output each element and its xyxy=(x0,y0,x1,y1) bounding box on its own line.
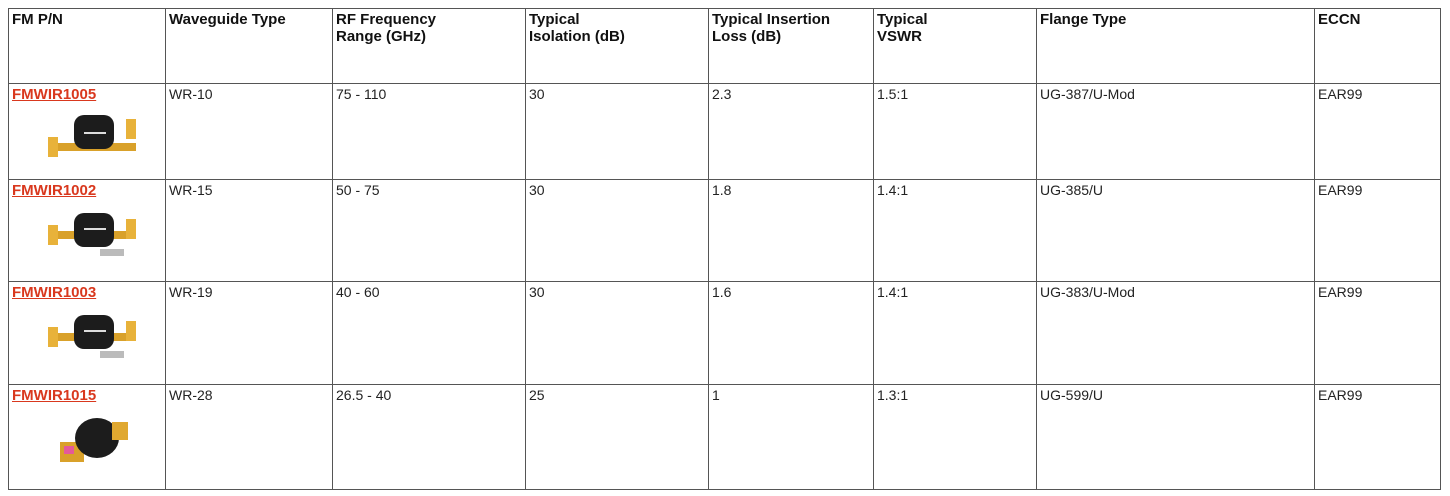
part-link[interactable]: FMWIR1015 xyxy=(12,387,97,404)
table-body: FMWIR1005 WR-10 75 - 110 30 2.3 1.5:1 UG-387/U… xyxy=(8,83,1441,490)
part-link[interactable]: FMWIR1005 xyxy=(12,86,97,103)
table-cell: 26.5 - 40 xyxy=(332,384,526,490)
table-cell: 30 xyxy=(525,179,709,282)
table-cell: 1 xyxy=(708,384,874,490)
table-cell: 1.8 xyxy=(708,179,874,282)
table-cell: WR-19 xyxy=(165,281,333,385)
table-row: FMWIR1003 WR-19 40 - 60 30 1.6 1.4:1 UG-383/U-… xyxy=(8,281,1441,385)
header-text: Waveguide Type xyxy=(169,11,286,28)
product-image xyxy=(60,418,128,462)
column-header: Typical VSWR xyxy=(873,8,1037,84)
part-number-cell: FMWIR1003 xyxy=(8,281,166,385)
table-cell: 30 xyxy=(525,281,709,385)
table-cell: 1.5:1 xyxy=(873,83,1037,180)
header-text: Typical VSWR xyxy=(877,11,928,45)
table-cell: WR-15 xyxy=(165,179,333,282)
header-text: RF Frequency Range (GHz) xyxy=(336,11,437,45)
header-text: Flange Type xyxy=(1040,11,1127,28)
table-cell: WR-28 xyxy=(165,384,333,490)
header-text: ECCN xyxy=(1318,11,1361,28)
table-cell: 1.6 xyxy=(708,281,874,385)
table-cell: UG-383/U-Mod xyxy=(1036,281,1315,385)
column-header: ECCN xyxy=(1314,8,1441,84)
table-cell: UG-385/U xyxy=(1036,179,1315,282)
product-image xyxy=(48,315,136,358)
part-number-cell: FMWIR1005 xyxy=(8,83,166,180)
table-cell: 2.3 xyxy=(708,83,874,180)
table-row: FMWIR1005 WR-10 75 - 110 30 2.3 1.5:1 UG-387/U… xyxy=(8,83,1441,180)
product-image xyxy=(48,115,136,157)
table-row: FMWIR1002 WR-15 50 - 75 30 1.8 1.4:1 UG-385/U E… xyxy=(8,179,1441,282)
table-cell: 40 - 60 xyxy=(332,281,526,385)
table-cell: 30 xyxy=(525,83,709,180)
table-cell: EAR99 xyxy=(1314,384,1441,490)
column-header: FM P/N xyxy=(8,8,166,84)
table-cell: EAR99 xyxy=(1314,281,1441,385)
table-cell: UG-387/U-Mod xyxy=(1036,83,1315,180)
header-text: FM P/N xyxy=(12,11,63,28)
column-header: RF Frequency Range (GHz) xyxy=(332,8,526,84)
table-row: FMWIR1015 WR-28 26.5 - 40 25 1 1.3:1 UG-599/U E… xyxy=(8,384,1441,490)
header-text: Typical Isolation (dB) xyxy=(529,11,625,45)
table-cell: 1.4:1 xyxy=(873,179,1037,282)
table-cell: WR-10 xyxy=(165,83,333,180)
header-text: Typical Insertion Loss (dB) xyxy=(712,11,831,45)
table-cell: 1.4:1 xyxy=(873,281,1037,385)
table-cell: EAR99 xyxy=(1314,83,1441,180)
part-number-cell: FMWIR1002 xyxy=(8,179,166,282)
table-cell: 25 xyxy=(525,384,709,490)
table-cell: 50 - 75 xyxy=(332,179,526,282)
part-link[interactable]: FMWIR1003 xyxy=(12,284,97,301)
part-number-cell: FMWIR1015 xyxy=(8,384,166,490)
table-cell: UG-599/U xyxy=(1036,384,1315,490)
part-link[interactable]: FMWIR1002 xyxy=(12,182,97,199)
column-header: Waveguide Type xyxy=(165,8,333,84)
column-header: Flange Type xyxy=(1036,8,1315,84)
product-image xyxy=(48,213,136,256)
header-row: FM P/N Waveguide Type RF Frequency Range (… xyxy=(8,8,1441,84)
table-cell: 75 - 110 xyxy=(332,83,526,180)
product-table: FM P/N Waveguide Type RF Frequency Range (… xyxy=(8,8,1441,490)
table-cell: EAR99 xyxy=(1314,179,1441,282)
table-cell: 1.3:1 xyxy=(873,384,1037,490)
column-header: Typical Insertion Loss (dB) xyxy=(708,8,874,84)
column-header: Typical Isolation (dB) xyxy=(525,8,709,84)
